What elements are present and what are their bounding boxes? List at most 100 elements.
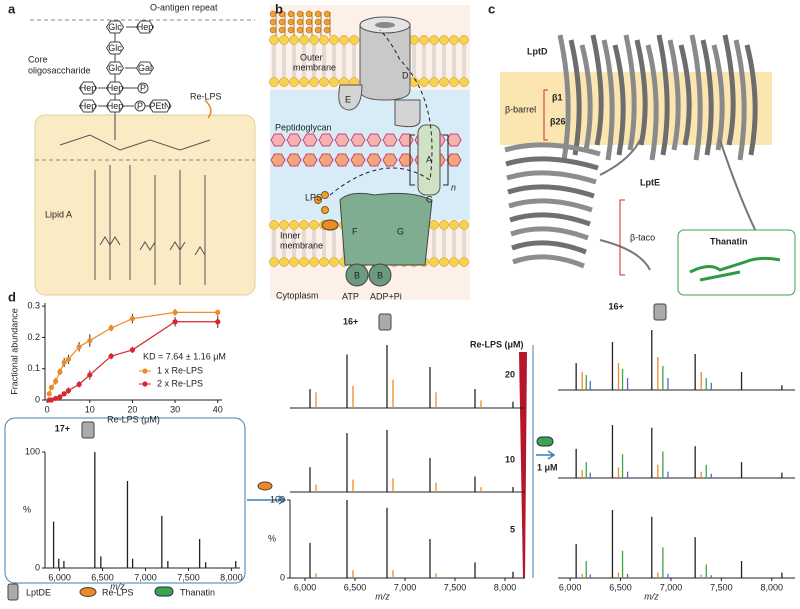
spectrum-box <box>4 417 246 584</box>
lipid-head <box>289 35 299 45</box>
lptde-icon <box>653 303 667 321</box>
lipid-head <box>329 35 339 45</box>
peptidoglycan <box>286 153 302 167</box>
re-lps-icon <box>257 481 273 491</box>
lipid-tail <box>282 45 286 257</box>
point <box>57 369 63 375</box>
protein-label: F <box>352 226 358 236</box>
sugar-label: P <box>140 83 146 93</box>
y-tick-label: 100 <box>270 494 285 504</box>
lipid-head <box>269 77 279 87</box>
sugar-label: Hep <box>80 83 97 93</box>
sugar-ring <box>78 81 98 95</box>
lipid-head <box>429 220 439 230</box>
lipid-head <box>329 77 339 87</box>
x-axis-label: m/z <box>644 591 659 601</box>
lipid-head <box>449 35 459 45</box>
lipid-head <box>459 35 469 45</box>
lps-sugar <box>314 196 322 204</box>
x-tick-label: 6,000 <box>294 582 317 592</box>
lpta <box>417 124 441 196</box>
point <box>172 319 178 325</box>
lipid-head <box>339 35 349 45</box>
x-tick-label: 6,500 <box>609 582 632 592</box>
label: O-antigen repeat <box>150 2 218 12</box>
label: β-taco <box>630 232 655 242</box>
sugar-label: Hep <box>80 101 97 111</box>
peptidoglycan <box>366 153 382 167</box>
lps-sugar <box>296 10 304 18</box>
protein-label: B <box>354 270 360 280</box>
x-tick-label: 7,000 <box>660 582 683 592</box>
lptde-icon <box>378 313 392 331</box>
concentration-label: 10 <box>505 454 515 464</box>
x-tick-label: 8,000 <box>761 582 784 592</box>
arrow <box>247 495 287 505</box>
ribbon <box>711 44 725 151</box>
peptidoglycan <box>382 133 398 147</box>
legend-icon <box>154 586 174 597</box>
protein-label: D <box>402 70 409 80</box>
peptidoglycan <box>270 153 286 167</box>
sugar-ring <box>105 99 125 113</box>
point <box>65 388 72 394</box>
lps-sugar <box>323 18 331 26</box>
lipid-head <box>439 220 449 230</box>
lipid-head <box>319 77 329 87</box>
arrow <box>204 99 212 119</box>
lps-sugar <box>287 26 295 34</box>
sugar-label: P <box>137 101 143 111</box>
lipid-head <box>439 77 449 87</box>
ribbon <box>507 184 595 199</box>
sugar-ring <box>135 61 155 75</box>
label: Thanatin <box>710 236 748 246</box>
lipid-head <box>269 35 279 45</box>
lipid-tail <box>422 45 426 257</box>
lptb <box>345 263 369 287</box>
point <box>129 316 136 322</box>
label: membrane <box>280 240 323 250</box>
protein-label: A <box>426 154 432 164</box>
peptidoglycan <box>286 133 302 147</box>
lps-sugar <box>305 26 313 34</box>
peptidoglycan <box>398 133 414 147</box>
point <box>53 395 59 402</box>
x-tick-label: 6,500 <box>344 582 367 592</box>
x-tick-label: 8,000 <box>494 582 517 592</box>
ribbon <box>505 156 599 171</box>
peptidoglycan <box>302 133 318 147</box>
ribbon <box>512 254 585 269</box>
lipid-head <box>459 257 469 267</box>
ribbon <box>634 39 648 146</box>
lptb <box>368 263 392 287</box>
lps-sugar <box>323 26 331 34</box>
x-tick-label: 8,000 <box>220 572 243 582</box>
lps-sugar <box>296 18 304 26</box>
label: β1 <box>552 92 563 102</box>
charge-state: 17+ <box>55 423 70 433</box>
y-tick-label: 0.2 <box>27 332 40 342</box>
x-tick-label: 20 <box>127 404 137 414</box>
lipid-tail <box>292 45 296 257</box>
bracket <box>543 89 625 276</box>
panel-label: a <box>8 1 16 16</box>
lipid-head <box>289 257 299 267</box>
lipid-head <box>299 35 309 45</box>
peptidoglycan <box>302 153 318 167</box>
lipid-tail <box>352 45 356 257</box>
lps-sugar <box>278 10 286 18</box>
legend-icon <box>79 587 97 597</box>
lipid-head <box>299 257 309 267</box>
lipid-head <box>429 35 439 45</box>
point <box>108 353 114 359</box>
concentration-label: 20 <box>505 369 515 379</box>
label: n <box>451 182 456 192</box>
titration-title: Re-LPS (μM) <box>470 339 524 349</box>
lipid-head <box>279 35 289 45</box>
lps-path <box>329 29 433 196</box>
lipid-head <box>419 35 429 45</box>
y-tick-label: 0.3 <box>27 301 40 311</box>
point <box>108 325 114 331</box>
lipid-head <box>319 35 329 45</box>
label: LptD <box>527 46 548 56</box>
